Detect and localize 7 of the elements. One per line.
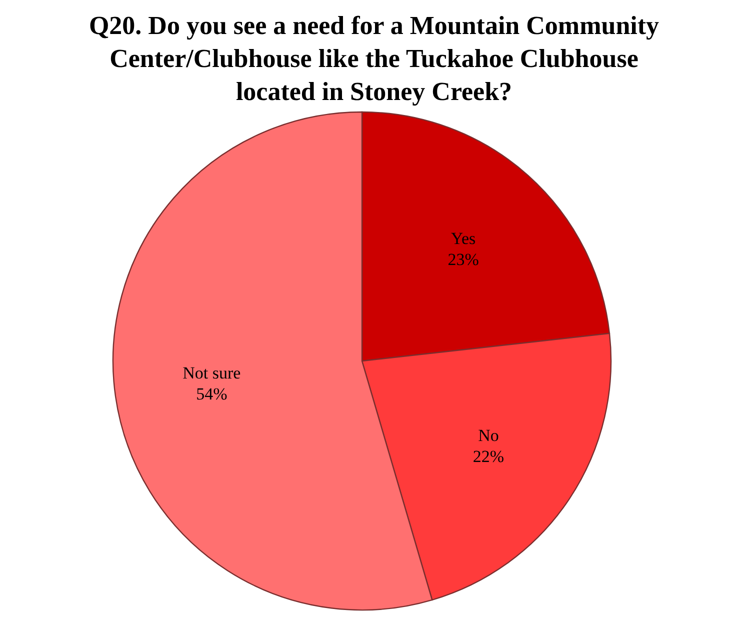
slice-label: No <box>478 426 499 446</box>
slice-label: Yes <box>450 228 476 248</box>
data-label: 54% <box>196 384 228 404</box>
chart-title: Q20. Do you see a need for a Mountain Community Center/Clubhouse like the Tuckahoe Clubhouse located in Stoney Creek? <box>88 11 660 106</box>
slice-label: Not sure <box>182 364 241 383</box>
data-label: 23% <box>448 250 479 269</box>
data-label: 22% <box>472 447 504 466</box>
